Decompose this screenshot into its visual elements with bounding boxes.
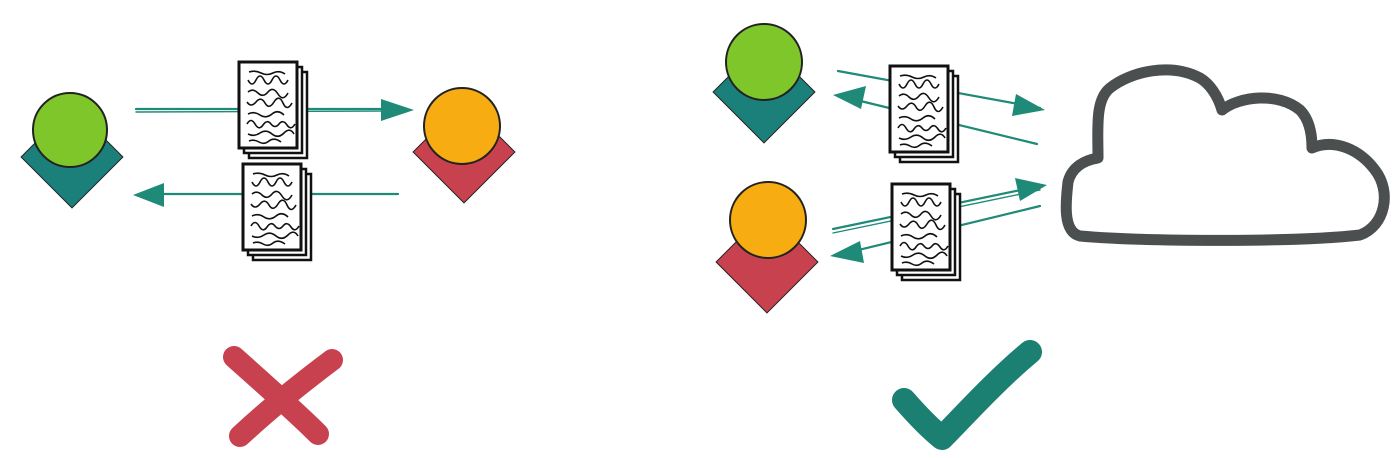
- check-icon: [892, 340, 1042, 450]
- right-green-user: [712, 23, 816, 144]
- left-top-doc-stack-icon: [237, 60, 309, 160]
- right-orange-user: [715, 181, 819, 314]
- left-green-user: [20, 92, 124, 209]
- right-panel: [712, 23, 1390, 450]
- right-top-doc-stack-icon: [888, 64, 960, 164]
- left-bottom-doc-stack-icon: [241, 162, 313, 262]
- left-panel: [20, 60, 516, 447]
- left-orange-user: [412, 87, 516, 204]
- cross-icon: [223, 346, 343, 447]
- cloud-icon: [1060, 64, 1390, 246]
- right-bottom-doc-stack-icon: [890, 182, 962, 282]
